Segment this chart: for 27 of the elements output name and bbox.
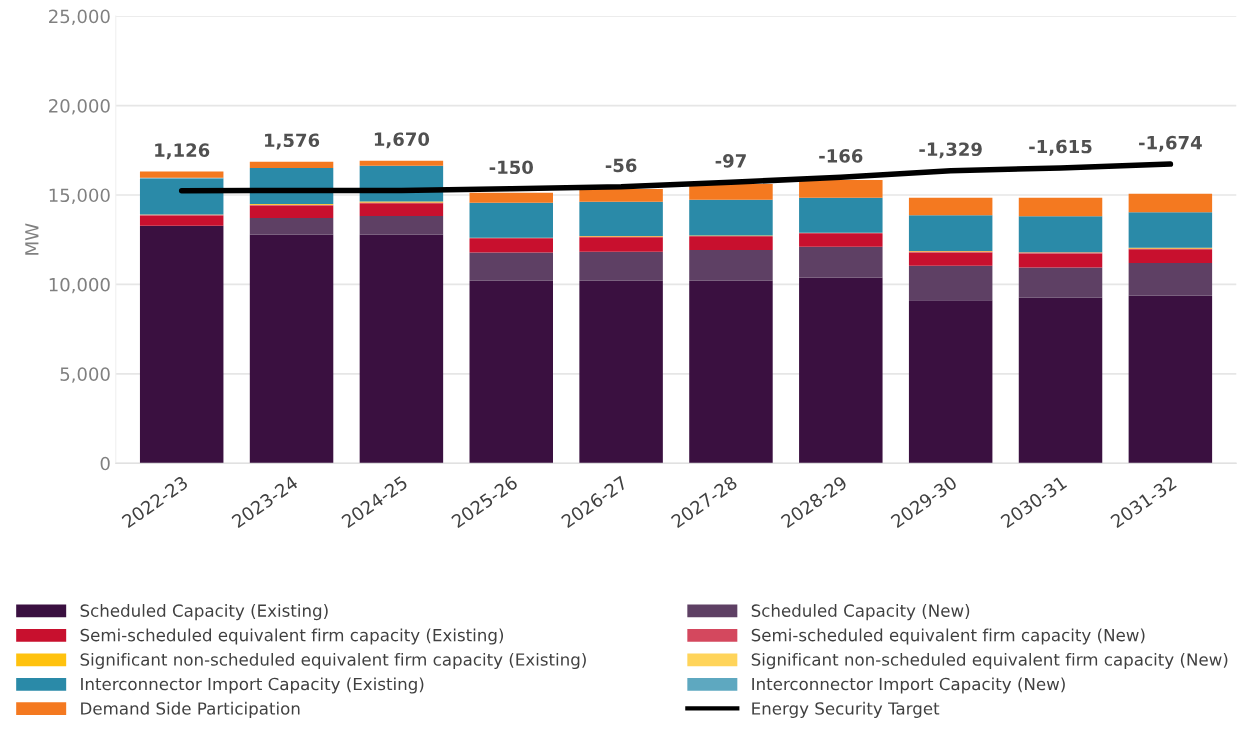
annotation: -166 <box>819 149 863 163</box>
legend-label: Significant non-scheduled equivalent firm capacity (Existing) <box>80 652 586 670</box>
y-tick-label: 25,000 <box>49 9 110 26</box>
legend-label: Energy Security Target <box>752 701 940 718</box>
y-tick-label: 0 <box>100 456 110 471</box>
annotation: -1,615 <box>1029 139 1092 156</box>
annotation: -1,674 <box>1139 135 1202 152</box>
legend-label: Significant non-scheduled equivalent firm capacity (New) <box>751 652 1228 670</box>
legend-label: Demand Side Participation <box>81 701 300 718</box>
legend-label: Interconnector Import Capacity (New) <box>752 677 1065 694</box>
y-tick-label: 15,000 <box>49 188 110 204</box>
annotation: 1,126 <box>155 143 210 160</box>
y-tick-label: 5,000 <box>60 367 110 383</box>
annotation: 1,576 <box>265 133 320 150</box>
y-axis-title: MW <box>25 223 39 255</box>
legend-label: Semi-scheduled equivalent firm capacity (Existing) <box>80 628 504 645</box>
annotation: -1,329 <box>919 142 982 159</box>
annotation: 1,670 <box>374 132 430 149</box>
annotation: -97 <box>715 154 746 168</box>
legend-label: Scheduled Capacity (New) <box>751 604 970 621</box>
y-tick-label: 20,000 <box>49 99 110 115</box>
y-tick-label: 10,000 <box>49 277 110 294</box>
legend-label: Semi-scheduled equivalent firm capacity (New) <box>751 628 1145 645</box>
annotation: -150 <box>489 160 533 175</box>
annotation: -56 <box>605 158 637 173</box>
legend-label: Scheduled Capacity (Existing) <box>80 604 328 621</box>
legend-label: Interconnector Import Capacity (Existing) <box>81 677 424 694</box>
